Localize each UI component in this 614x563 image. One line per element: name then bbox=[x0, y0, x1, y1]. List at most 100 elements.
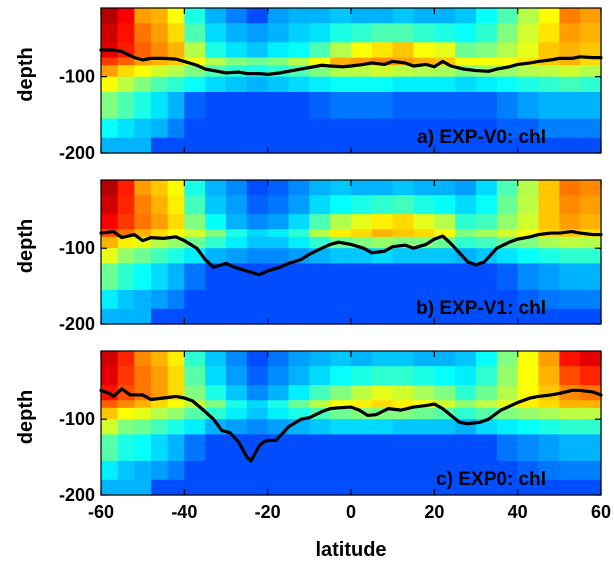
heatmap-cell bbox=[559, 248, 581, 264]
heatmap-cell bbox=[413, 118, 435, 139]
heatmap-cell bbox=[267, 214, 290, 230]
heatmap-cell bbox=[476, 366, 498, 386]
depth-line-series bbox=[99, 48, 603, 76]
heatmap-cell bbox=[246, 229, 269, 238]
heatmap-cell bbox=[580, 366, 602, 386]
heatmap-cell bbox=[496, 289, 519, 310]
heatmap-cell bbox=[371, 42, 394, 59]
heatmap-cell bbox=[101, 76, 119, 93]
heatmap-cell bbox=[413, 137, 435, 154]
heatmap-cell bbox=[151, 351, 169, 367]
heatmap-cell bbox=[496, 180, 519, 196]
heatmap-cell bbox=[392, 419, 415, 435]
heatmap-cell bbox=[134, 180, 152, 196]
heatmap-cell bbox=[392, 236, 415, 249]
heatmap-cell bbox=[371, 308, 394, 325]
panel-exp-v1: -100 -200 depth b) EXP-V1: chl bbox=[15, 179, 603, 334]
heatmap-cell bbox=[184, 351, 206, 367]
heatmap-cell bbox=[559, 137, 581, 154]
heatmap-cell bbox=[538, 180, 560, 196]
heatmap-cell bbox=[496, 248, 519, 264]
heatmap-cell bbox=[517, 23, 540, 43]
heatmap-cell bbox=[559, 308, 581, 325]
heatmap-cell bbox=[267, 137, 290, 154]
heatmap-cell bbox=[413, 479, 435, 496]
heatmap-cell bbox=[117, 351, 135, 367]
heatmap-cell bbox=[309, 351, 331, 367]
heatmap-cell bbox=[580, 460, 602, 481]
heatmap-cell bbox=[496, 42, 519, 59]
heatmap-cell bbox=[392, 308, 415, 325]
heatmap-cell bbox=[101, 407, 119, 420]
heatmap-cell bbox=[151, 57, 169, 66]
heatmap-cell bbox=[455, 236, 477, 249]
heatmap-cell bbox=[559, 91, 581, 120]
heatmap-cell bbox=[134, 42, 152, 59]
heatmap-cell bbox=[351, 308, 373, 325]
heatmap-cell bbox=[117, 400, 135, 409]
heatmap-cell bbox=[455, 400, 477, 409]
heatmap-cell bbox=[351, 23, 373, 43]
heatmap-cell bbox=[184, 434, 206, 462]
heatmap-cell bbox=[167, 23, 185, 43]
heatmap-cell bbox=[580, 308, 602, 325]
heatmap-cell bbox=[455, 8, 477, 24]
heatmap-cell bbox=[184, 385, 206, 401]
heatmap-cell bbox=[392, 8, 415, 24]
heatmap-cell bbox=[205, 434, 227, 462]
heatmap-cell bbox=[267, 8, 290, 24]
heatmap-cell bbox=[496, 479, 519, 496]
heatmap-cell bbox=[496, 460, 519, 481]
heatmap-cell bbox=[413, 385, 435, 401]
heatmap-cell bbox=[371, 351, 394, 367]
heatmap-cell bbox=[538, 76, 560, 93]
heatmap-cell bbox=[184, 8, 206, 24]
heatmap-cell bbox=[351, 236, 373, 249]
heatmap-cell bbox=[151, 407, 169, 420]
heatmap-cell bbox=[246, 460, 269, 481]
heatmap-cell bbox=[117, 366, 135, 386]
heatmap-cells bbox=[101, 351, 602, 496]
heatmap-cell bbox=[496, 351, 519, 367]
heatmap-cell bbox=[226, 91, 248, 120]
heatmap-cell bbox=[538, 351, 560, 367]
heatmap-cell bbox=[101, 57, 119, 66]
heatmap-cell bbox=[101, 351, 119, 367]
depth-line-series bbox=[99, 229, 603, 277]
heatmap-cell bbox=[267, 407, 290, 420]
heatmap-cell bbox=[246, 8, 269, 24]
heatmap-cell bbox=[559, 8, 581, 24]
heatmap-cell bbox=[371, 263, 394, 291]
heatmap-cell bbox=[538, 118, 560, 139]
heatmap-cell bbox=[226, 419, 248, 435]
heatmap-cell bbox=[288, 137, 310, 154]
heatmap-cell bbox=[559, 407, 581, 420]
heatmap-cell bbox=[184, 180, 206, 196]
heatmap-cell bbox=[246, 400, 269, 409]
heatmap-cell bbox=[496, 263, 519, 291]
heatmap-cell bbox=[455, 91, 477, 120]
heatmap-cell bbox=[246, 180, 269, 196]
heatmap-cell bbox=[288, 8, 310, 24]
heatmap-cell bbox=[392, 289, 415, 310]
heatmap-cell bbox=[288, 366, 310, 386]
heatmap-cell bbox=[226, 57, 248, 66]
heatmap-cell bbox=[205, 137, 227, 154]
heatmap-cell bbox=[517, 407, 540, 420]
heatmap-cell bbox=[246, 248, 269, 264]
heatmap-cell bbox=[309, 263, 331, 291]
heatmap-cell bbox=[167, 65, 185, 78]
heatmap-cell bbox=[434, 23, 456, 43]
heatmap-cell bbox=[101, 65, 119, 78]
heatmap-cell bbox=[246, 42, 269, 59]
heatmap-cell bbox=[167, 479, 185, 496]
heatmap-cell bbox=[496, 118, 519, 139]
heatmap-cell bbox=[371, 479, 394, 496]
heatmap-cell bbox=[309, 180, 331, 196]
heatmap-cell bbox=[538, 366, 560, 386]
heatmap-cell bbox=[392, 76, 415, 93]
heatmap-cell bbox=[226, 236, 248, 249]
heatmap-cell bbox=[134, 195, 152, 215]
heatmap-cell bbox=[330, 479, 352, 496]
heatmap-cell bbox=[246, 57, 269, 66]
